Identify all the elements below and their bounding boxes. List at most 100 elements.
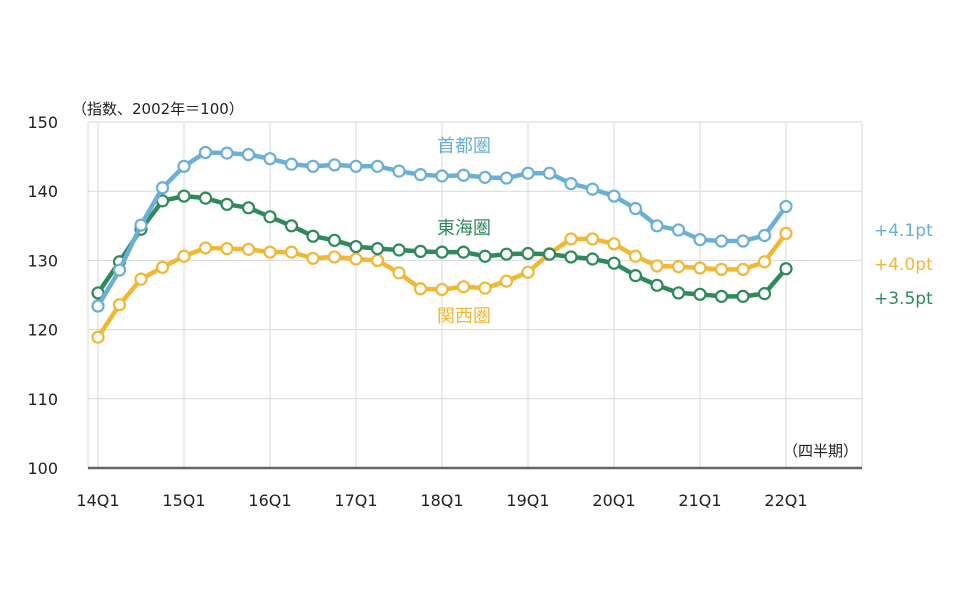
data-point-shutoken <box>521 166 535 180</box>
y-tick-label: 130 <box>27 251 58 270</box>
data-point-tokai <box>628 269 643 283</box>
data-point-shutoken <box>370 159 385 173</box>
data-point-kansai <box>327 250 342 264</box>
data-point-shutoken <box>693 233 707 247</box>
data-point-tokai <box>456 245 471 259</box>
data-point-shutoken <box>177 159 191 173</box>
data-point-shutoken <box>306 159 320 173</box>
y-tick-label: 100 <box>27 459 58 478</box>
series-label-tokai: 東海圏 <box>437 218 491 239</box>
data-point-shutoken <box>349 159 363 173</box>
data-point-kansai <box>220 242 234 256</box>
data-point-shutoken <box>564 176 578 191</box>
data-point-kansai <box>585 232 600 246</box>
data-point-kansai <box>607 237 621 251</box>
change-label-kansai: +4.0pt <box>874 255 933 275</box>
data-point-shutoken <box>198 145 213 160</box>
data-point-shutoken <box>392 164 406 178</box>
data-point-tokai <box>671 286 686 300</box>
data-point-shutoken <box>478 170 492 184</box>
data-point-shutoken <box>112 263 127 277</box>
data-point-kansai <box>736 262 750 276</box>
data-point-shutoken <box>542 166 557 180</box>
x-tick-label: 21Q1 <box>678 491 721 510</box>
data-point-kansai <box>198 241 213 255</box>
x-tick-labels: 14Q1 15Q1 16Q1 17Q1 18Q1 19Q1 20Q1 21Q1 22Q1 <box>76 491 807 510</box>
data-point-kansai <box>564 232 578 246</box>
x-tick-label: 19Q1 <box>506 491 549 510</box>
x-tick-label: 20Q1 <box>592 491 635 510</box>
y-tick-label: 150 <box>27 113 58 132</box>
data-point-shutoken <box>263 152 277 166</box>
y-tick-labels: 100 110 120 130 140 150 <box>27 113 58 478</box>
data-point-tokai <box>542 247 557 261</box>
series-layer <box>91 145 793 344</box>
x-tick-label: 14Q1 <box>76 491 119 510</box>
data-point-shutoken <box>134 218 148 232</box>
data-point-kansai <box>349 252 363 266</box>
data-point-kansai <box>370 253 385 267</box>
data-point-kansai <box>241 242 256 256</box>
data-point-shutoken <box>91 299 105 313</box>
data-point-shutoken <box>435 169 449 183</box>
data-point-shutoken <box>628 201 643 216</box>
data-point-shutoken <box>671 223 686 237</box>
data-point-kansai <box>284 245 299 259</box>
data-point-tokai <box>413 244 428 259</box>
change-label-shutoken: +4.1pt <box>874 221 933 241</box>
data-point-kansai <box>413 282 428 296</box>
y-tick-label: 140 <box>27 182 58 201</box>
data-point-kansai <box>112 298 127 312</box>
data-point-shutoken <box>757 228 772 243</box>
y-tick-label: 110 <box>27 390 58 409</box>
series-label-shutoken: 首都圏 <box>437 136 491 157</box>
x-tick-label: 15Q1 <box>162 491 205 510</box>
data-point-kansai <box>134 272 148 286</box>
series-label-kansai: 関西圏 <box>437 306 491 327</box>
data-point-shutoken <box>585 182 600 196</box>
y-tick-label: 120 <box>27 321 58 340</box>
data-point-shutoken <box>714 234 729 248</box>
data-point-tokai <box>220 197 234 211</box>
data-point-kansai <box>779 226 793 241</box>
data-point-tokai <box>736 289 750 303</box>
data-point-tokai <box>241 201 256 215</box>
data-point-tokai <box>478 249 492 263</box>
data-point-shutoken <box>456 168 471 182</box>
x-tick-label: 22Q1 <box>764 491 807 510</box>
data-point-tokai <box>177 189 191 203</box>
data-point-kansai <box>499 274 514 288</box>
data-point-tokai <box>650 278 664 292</box>
data-point-kansai <box>392 266 406 280</box>
data-point-shutoken <box>779 199 793 214</box>
data-point-tokai <box>263 210 277 224</box>
data-point-kansai <box>435 282 449 297</box>
data-point-shutoken <box>736 234 750 248</box>
data-point-tokai <box>392 243 406 257</box>
data-point-tokai <box>327 233 342 247</box>
data-point-kansai <box>155 260 170 274</box>
data-point-kansai <box>478 281 492 295</box>
data-point-tokai <box>370 242 385 256</box>
unit-note: （指数、2002年＝100） <box>72 100 244 118</box>
change-label-tokai: +3.5pt <box>874 289 933 309</box>
data-point-kansai <box>91 330 105 344</box>
data-point-kansai <box>757 255 772 269</box>
series-shutoken <box>91 145 793 313</box>
data-point-tokai <box>564 250 578 264</box>
x-tick-label: 18Q1 <box>420 491 463 510</box>
data-point-tokai <box>607 256 621 270</box>
data-point-kansai <box>521 265 535 279</box>
data-point-shutoken <box>327 158 342 172</box>
data-point-kansai <box>177 249 191 263</box>
period-note: （四半期） <box>783 442 858 460</box>
data-point-kansai <box>693 261 707 275</box>
data-point-shutoken <box>413 167 428 182</box>
data-point-tokai <box>349 239 363 254</box>
data-point-tokai <box>714 289 729 303</box>
data-point-kansai <box>456 280 471 294</box>
data-point-shutoken <box>155 181 170 195</box>
data-point-tokai <box>306 229 320 243</box>
data-point-kansai <box>671 260 686 274</box>
